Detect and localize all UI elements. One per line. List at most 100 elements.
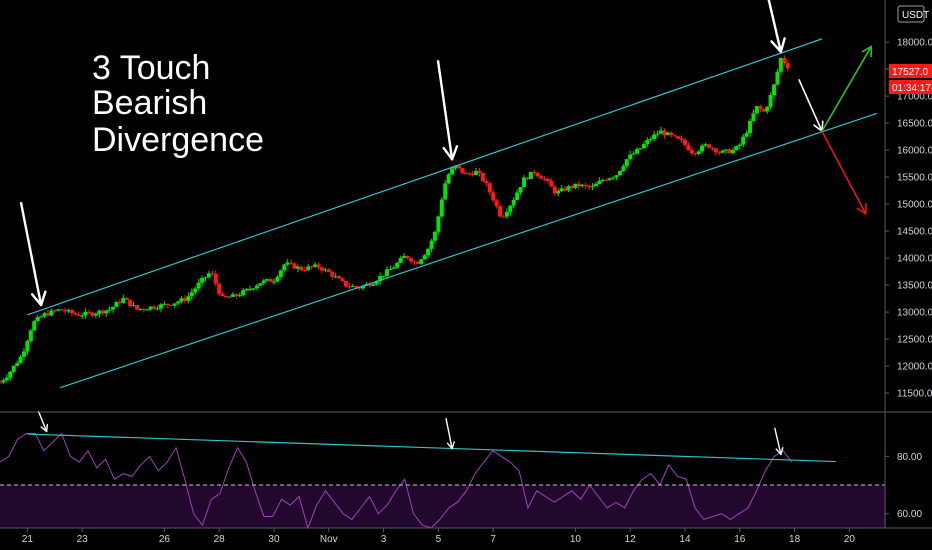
candle [80, 312, 85, 320]
time-tick-label: 18 [789, 534, 801, 545]
candle-body [15, 363, 20, 366]
candle [93, 312, 98, 319]
candle-body [696, 151, 701, 155]
candle [268, 277, 273, 282]
candle-body [659, 130, 664, 134]
candle [63, 307, 68, 314]
candle [155, 305, 160, 311]
candle-body [528, 171, 533, 180]
candle [258, 283, 263, 286]
candle-body [576, 183, 581, 187]
candle-body [337, 276, 342, 279]
candle [124, 297, 129, 300]
candle [237, 292, 242, 298]
candle [261, 278, 266, 286]
candle [621, 164, 626, 173]
candle-body [635, 149, 640, 154]
candle [299, 265, 304, 272]
bearish-projection-arrow-head [856, 203, 867, 215]
candle-body [631, 153, 636, 155]
candle-body [42, 313, 47, 317]
candle [230, 292, 235, 298]
candle-body [501, 216, 506, 218]
candle [638, 147, 643, 150]
candle [306, 263, 311, 272]
candle-body [271, 281, 276, 283]
candle-body [700, 145, 705, 152]
candle-body [508, 205, 513, 212]
candle [504, 208, 509, 219]
candle-body [248, 288, 253, 290]
candle [73, 311, 78, 316]
candle [669, 131, 674, 138]
candle-body [155, 308, 160, 310]
candle-body [52, 310, 57, 312]
candle [785, 60, 790, 72]
candle-body [378, 276, 383, 282]
candle [117, 299, 122, 306]
candle [162, 301, 167, 306]
candle-body [340, 278, 345, 282]
candle [662, 128, 667, 139]
candle [737, 143, 742, 150]
rsi-touch-arrow [37, 410, 49, 433]
candle [176, 300, 181, 306]
candle [576, 180, 581, 190]
candle [655, 130, 660, 138]
candle-body [306, 266, 311, 271]
candle-body [145, 309, 150, 311]
candle-body [600, 179, 605, 181]
candle-body [621, 166, 626, 171]
candle [148, 306, 153, 312]
last-price-tag-box [889, 64, 932, 78]
candle [751, 109, 756, 122]
candle [158, 303, 163, 312]
candle-body [182, 298, 187, 301]
candle [487, 181, 492, 196]
candle-body [165, 303, 170, 306]
candle-body [785, 63, 790, 69]
candle-body [176, 301, 181, 304]
candle-body [467, 173, 472, 175]
candle [316, 262, 321, 270]
candle-body [751, 113, 756, 122]
channel-lower-line [60, 112, 877, 389]
candle [772, 83, 777, 99]
time-tick-label: 20 [844, 534, 856, 545]
candle-body [134, 305, 139, 310]
candle [532, 169, 537, 176]
candle [169, 304, 174, 307]
candle-body [477, 170, 482, 174]
candle-body [724, 149, 729, 151]
candle [111, 306, 116, 313]
candle-body [354, 286, 359, 288]
candle [210, 270, 215, 276]
currency-badge[interactable]: USDT [897, 5, 929, 23]
candle [107, 306, 112, 313]
candle [422, 254, 427, 260]
candle [254, 284, 259, 291]
candle-body [518, 186, 523, 193]
candle [628, 150, 633, 161]
candle-body [333, 276, 338, 278]
candle-body [456, 165, 461, 169]
candle-body [720, 150, 725, 153]
time-tick-label: 14 [679, 534, 691, 545]
candle-body [556, 191, 561, 194]
candle-body [179, 298, 184, 302]
candle-body [254, 285, 259, 289]
candle-body [309, 266, 314, 268]
candle-body [487, 183, 492, 193]
candle-body [744, 133, 749, 137]
candle [395, 261, 400, 269]
candle-body [114, 302, 119, 307]
candle [271, 278, 276, 285]
candle-body [313, 264, 318, 267]
candle [727, 147, 732, 154]
candle-body [587, 185, 592, 188]
candle [518, 186, 523, 196]
candle [172, 303, 177, 308]
candle-body [494, 200, 499, 207]
candle-body [285, 262, 290, 265]
candle-body [152, 306, 157, 309]
